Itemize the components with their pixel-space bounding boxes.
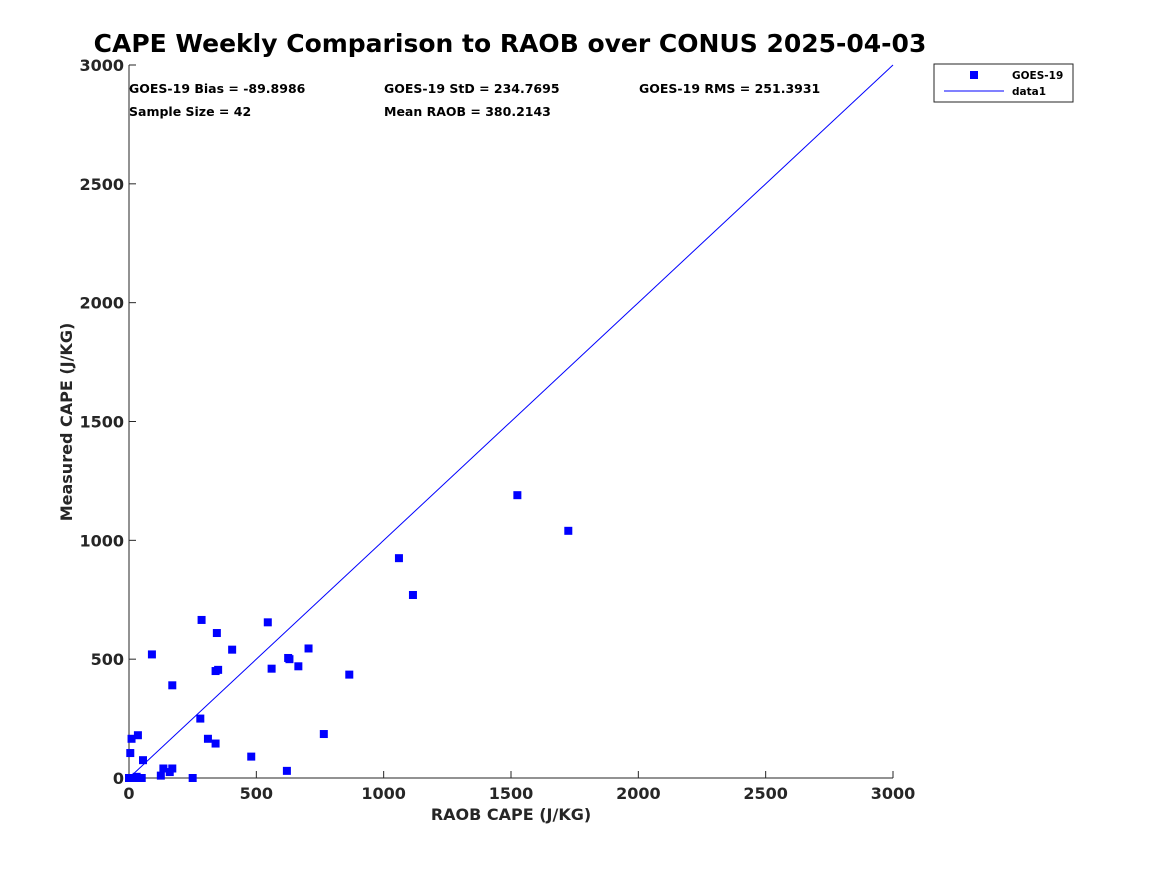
- data-point: [282, 766, 291, 775]
- data-point: [203, 734, 212, 743]
- data-point: [196, 714, 205, 723]
- data-point: [168, 764, 177, 773]
- legend-label-data1: data1: [1012, 86, 1046, 98]
- legend-box: [933, 63, 1074, 103]
- data-point: [139, 756, 148, 765]
- data-point: [127, 734, 136, 743]
- data-point: [147, 650, 156, 659]
- data-point: [212, 629, 221, 638]
- data-point: [228, 645, 237, 654]
- legend-square-marker-icon: [970, 71, 978, 79]
- x-tick-label: 1500: [489, 784, 534, 803]
- data-point: [267, 664, 276, 673]
- x-tick-label: 3000: [871, 784, 916, 803]
- y-tick-label: 3000: [79, 56, 124, 75]
- data-point: [133, 731, 142, 740]
- data-point: [136, 774, 145, 782]
- x-ticks: 0 500 1000 1500 2000 2500 3000: [123, 771, 915, 803]
- stat-bias: GOES-19 Bias = -89.8986: [129, 81, 306, 96]
- data-point: [408, 590, 417, 599]
- y-tick-label: 0: [113, 769, 124, 788]
- x-tick-label: 1000: [361, 784, 406, 803]
- data-point: [156, 771, 165, 780]
- data-point: [263, 618, 272, 627]
- y-tick-label: 1000: [79, 531, 124, 550]
- scatter-points: [125, 491, 573, 782]
- data-point: [127, 774, 136, 782]
- stats-annotations: GOES-19 Bias = -89.8986 GOES-19 StD = 23…: [129, 81, 820, 119]
- y-axis-label: Measured CAPE (J/KG): [57, 323, 76, 522]
- data-point: [345, 670, 354, 679]
- x-tick-label: 0: [123, 784, 134, 803]
- data-point: [214, 665, 223, 674]
- data-point: [159, 764, 168, 773]
- legend: GOES-19 data1: [933, 63, 1074, 103]
- data-point: [394, 554, 403, 563]
- x-tick-label: 2500: [743, 784, 788, 803]
- data-point: [188, 774, 197, 782]
- chart-title: CAPE Weekly Comparison to RAOB over CONU…: [94, 29, 927, 58]
- y-tick-label: 2000: [79, 294, 124, 313]
- y-tick-label: 500: [91, 650, 124, 669]
- stat-std: GOES-19 StD = 234.7695: [384, 81, 560, 96]
- data-point: [285, 655, 294, 664]
- data-point: [126, 749, 135, 758]
- x-tick-label: 2000: [616, 784, 661, 803]
- series-line-data1: [128, 64, 894, 779]
- legend-label-goes19: GOES-19: [1012, 70, 1063, 82]
- y-tick-label: 1500: [79, 413, 124, 432]
- plot-area: 0 500 1000 1500 2000 2500 3000 0 500 1000 1500 200…: [79, 56, 915, 803]
- data-point: [294, 662, 303, 671]
- y-tick-label: 2500: [79, 175, 124, 194]
- x-axis-label: RAOB CAPE (J/KG): [431, 805, 591, 824]
- data-point: [304, 644, 313, 653]
- stat-sample-size: Sample Size = 42: [129, 104, 251, 119]
- data-point: [513, 491, 522, 500]
- data-point: [211, 739, 220, 748]
- reference-line-layer: [128, 64, 894, 779]
- stat-rms: GOES-19 RMS = 251.3931: [639, 81, 820, 96]
- y-ticks: 0 500 1000 1500 2000 2500 3000: [79, 56, 136, 788]
- data-point: [564, 526, 573, 535]
- data-point: [168, 681, 177, 690]
- data-point: [319, 730, 328, 739]
- stat-mean-raob: Mean RAOB = 380.2143: [384, 104, 551, 119]
- x-tick-label: 500: [240, 784, 273, 803]
- data-point: [247, 752, 256, 761]
- data-point: [197, 615, 206, 624]
